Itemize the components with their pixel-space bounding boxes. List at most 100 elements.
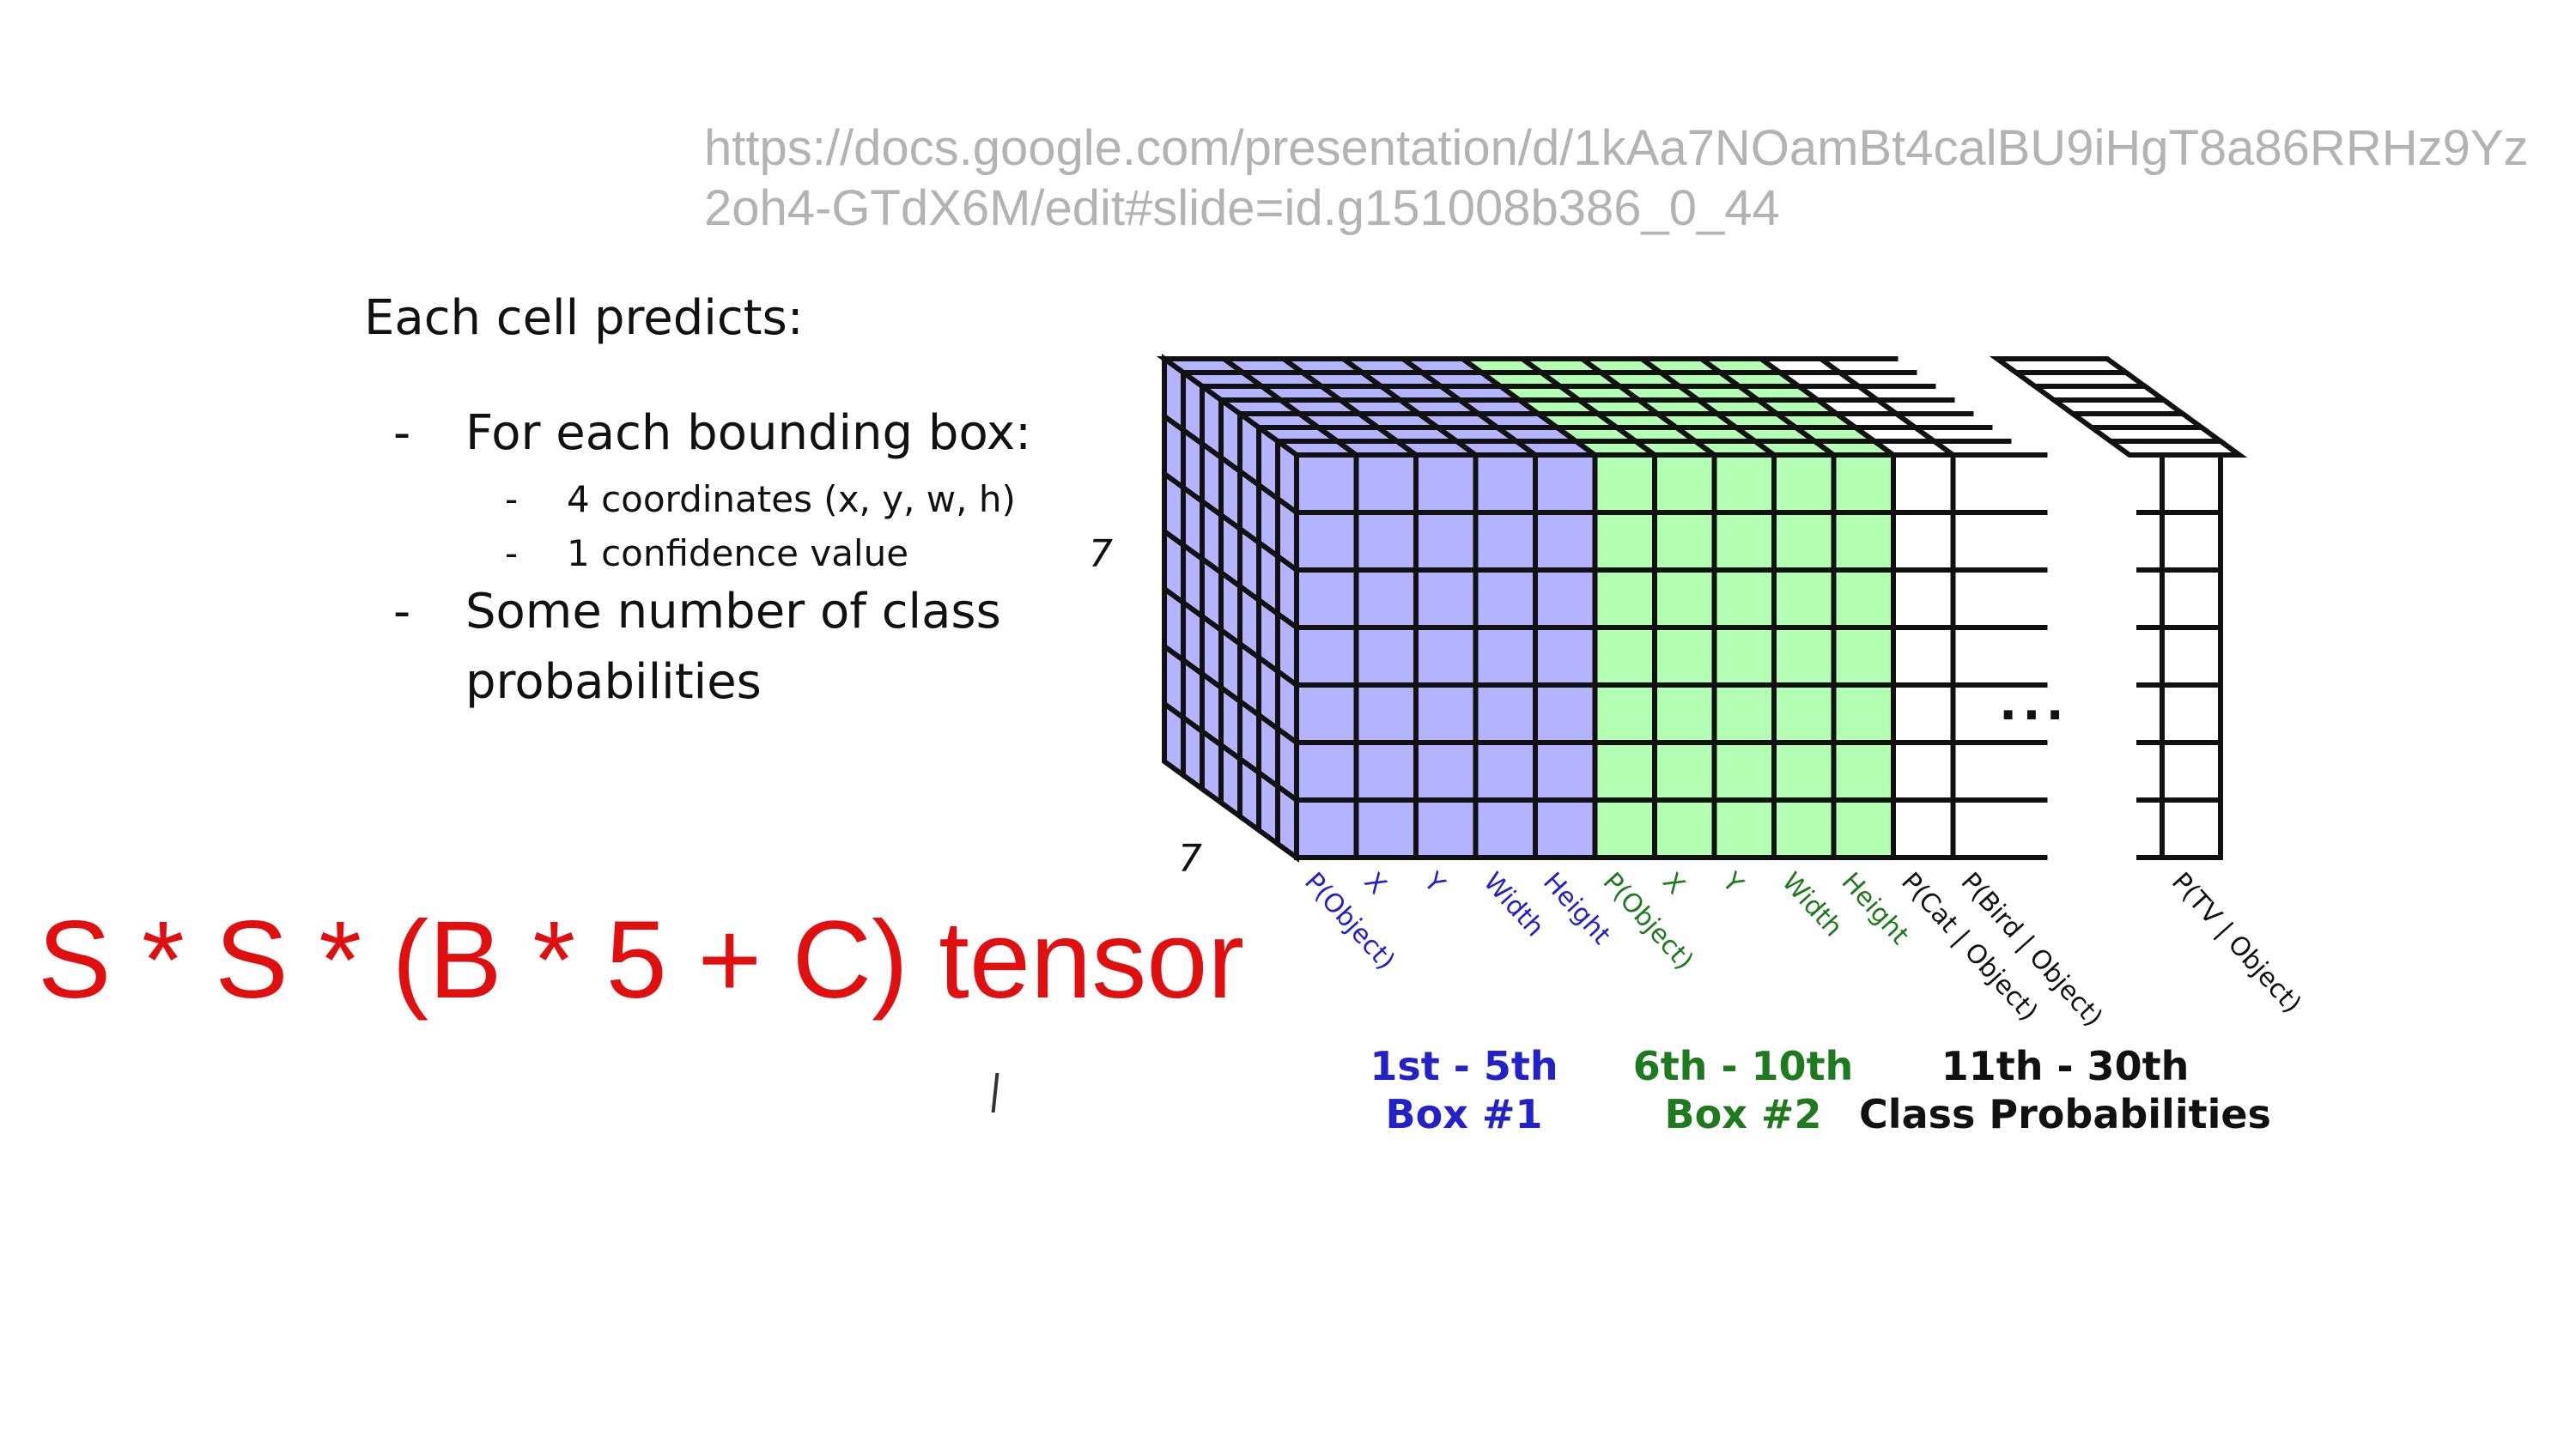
last-front-cell [2160, 510, 2223, 573]
slide-heading: Each cell predicts: [364, 290, 804, 346]
front-cell [1771, 740, 1837, 803]
front-cell [1652, 452, 1717, 515]
front-cell [1711, 625, 1777, 688]
col-label-box2: Y [1716, 866, 1749, 899]
front-cell [1473, 510, 1538, 573]
col-label-class: P(TV | Object) [2166, 867, 2307, 1019]
group-box2-name: Box #2 [1665, 1091, 1822, 1137]
front-cell [1533, 567, 1598, 630]
front-cell [1353, 452, 1419, 515]
front-cell [1592, 510, 1657, 573]
front-cell [1413, 452, 1479, 515]
source-url-line-2: 2oh4-GTdX6M/edit#slide=id.g151008b386_0_… [704, 180, 1780, 236]
front-cell [1353, 740, 1419, 803]
front-cell [1891, 625, 1956, 688]
last-front-cell [2160, 625, 2223, 688]
last-top-cell [1989, 356, 2135, 375]
front-cell [1652, 797, 1717, 860]
last-front-cell [2160, 682, 2223, 745]
subbullet-confidence: 1 confidence value [567, 532, 909, 574]
front-cell [1831, 625, 1896, 688]
front-cell [1413, 797, 1479, 860]
front-cell [1592, 797, 1657, 860]
front-cell [1592, 682, 1657, 745]
front-cell [1353, 510, 1419, 573]
col-label-box2: X [1656, 867, 1691, 900]
front-cell [1831, 797, 1896, 860]
source-url: https://docs.google.com/presentation/d/1… [704, 118, 2559, 239]
last-front-cell [2160, 740, 2223, 803]
front-cell [1891, 567, 1956, 630]
front-cell [1413, 682, 1479, 745]
front-cell [1831, 510, 1896, 573]
dimension-depth-label: 7 [1178, 837, 1202, 881]
side-cell [1181, 712, 1205, 794]
front-cell [1592, 452, 1657, 515]
last-front-cell [2160, 797, 2223, 860]
front-cell [1592, 567, 1657, 630]
col-label-box1: Width [1478, 867, 1550, 943]
front-cell [1711, 740, 1777, 803]
front-cell [1831, 567, 1896, 630]
front-cell [1771, 625, 1837, 688]
front-cell [1771, 510, 1837, 573]
group-box2: 6th - 10th Box #2 [1633, 1043, 1854, 1137]
last-front-cell [2160, 567, 2223, 630]
front-cell [1592, 625, 1657, 688]
front-cell [1353, 682, 1419, 745]
bullet-class-probabilities-cont: probabilities [465, 654, 762, 710]
front-cell [1891, 452, 1956, 515]
dimension-height-label: 7 [1089, 532, 1113, 576]
front-cell [1831, 682, 1896, 745]
front-cell [1533, 740, 1598, 803]
front-cell [1413, 740, 1479, 803]
front-cell [1652, 567, 1717, 630]
front-cell [1771, 452, 1837, 515]
front-cell [1353, 797, 1419, 860]
front-cell [1891, 510, 1956, 573]
bullet-dash-2: - [393, 584, 411, 640]
front-cell [1652, 625, 1717, 688]
front-cell [1592, 740, 1657, 803]
front-cell [1533, 510, 1598, 573]
last-front-cell [2160, 452, 2223, 515]
group-class: 11th - 30th Class Probabilities [1859, 1043, 2271, 1137]
tensor-grid [1156, 354, 2248, 863]
front-cell [1771, 797, 1837, 860]
front-cell [1294, 740, 1359, 803]
subbullet-dash-1: - [505, 478, 519, 520]
front-cell [1473, 625, 1538, 688]
bullet-dash-1: - [393, 405, 411, 461]
front-cell [1891, 740, 1956, 803]
front-cell [1413, 567, 1479, 630]
front-cell [1711, 567, 1777, 630]
group-class-range: 11th - 30th [1941, 1043, 2190, 1089]
front-cell [1533, 682, 1598, 745]
subbullet-dash-2: - [505, 532, 519, 574]
front-cell [1473, 567, 1538, 630]
front-cell [1533, 797, 1598, 860]
side-cell [1237, 754, 1261, 835]
front-cell [1473, 682, 1538, 745]
front-cell [1533, 452, 1598, 515]
front-cell [1294, 567, 1359, 630]
group-class-name: Class Probabilities [1859, 1091, 2271, 1137]
front-cell [1891, 797, 1956, 860]
front-cell [1413, 625, 1479, 688]
col-label-box1: Y [1417, 866, 1450, 899]
front-cell [1711, 510, 1777, 573]
group-box1-name: Box #1 [1386, 1091, 1543, 1137]
group-box2-range: 6th - 10th [1633, 1043, 1854, 1089]
source-url-line-1: https://docs.google.com/presentation/d/1… [704, 120, 2529, 176]
side-cell [1256, 767, 1280, 849]
front-cell [1294, 682, 1359, 745]
front-cell [1473, 452, 1538, 515]
front-cell [1294, 797, 1359, 860]
ellipsis: ... [1999, 676, 2069, 731]
col-label-box1: X [1358, 867, 1393, 900]
col-label-box2: Width [1776, 867, 1848, 943]
front-cell [1473, 797, 1538, 860]
side-cell [1162, 699, 1186, 780]
